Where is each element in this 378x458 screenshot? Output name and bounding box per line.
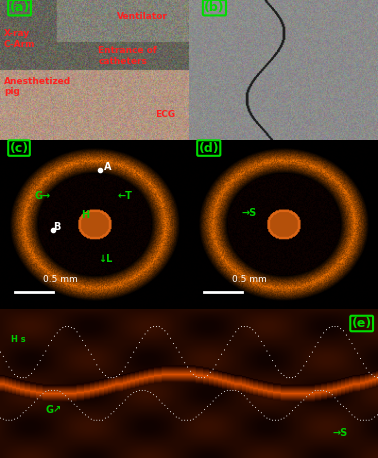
Text: X-ray
C-Arm: X-ray C-Arm [4, 29, 35, 49]
Text: 0.5 mm: 0.5 mm [232, 275, 267, 284]
Text: G→: G→ [34, 191, 50, 201]
Text: A: A [104, 162, 112, 172]
Text: Entrance of
catheters: Entrance of catheters [98, 46, 157, 65]
Text: →S: →S [333, 428, 348, 438]
Text: →S: →S [242, 208, 257, 218]
Text: Anesthetized
pig: Anesthetized pig [4, 77, 71, 96]
Text: (b): (b) [204, 1, 225, 14]
Text: 0.5 mm: 0.5 mm [43, 275, 78, 284]
Text: (d): (d) [198, 142, 219, 154]
Text: G↗: G↗ [45, 405, 62, 415]
Text: ←T: ←T [117, 191, 132, 201]
Text: H: H [81, 210, 89, 220]
Text: ECG: ECG [155, 110, 175, 119]
Text: H s: H s [11, 335, 26, 344]
Text: (a): (a) [9, 1, 30, 14]
Text: Ventilator: Ventilator [117, 12, 168, 21]
Text: ↓L: ↓L [98, 254, 113, 264]
Text: B: B [53, 222, 60, 231]
Text: (c): (c) [9, 142, 29, 154]
Text: (e): (e) [352, 317, 372, 330]
